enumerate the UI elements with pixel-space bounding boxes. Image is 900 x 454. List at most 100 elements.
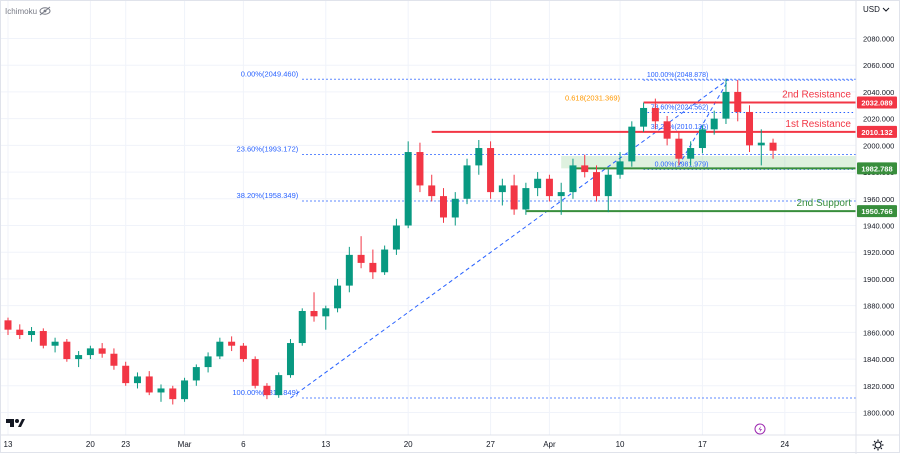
candle[interactable] [228,336,236,352]
settings-gear-icon[interactable] [872,439,884,451]
candle[interactable] [710,110,718,135]
candle-body [4,320,12,330]
candle[interactable] [98,343,106,358]
candle-body [216,341,224,357]
currency-label[interactable]: USD [863,5,880,14]
candle[interactable] [169,385,177,405]
candle[interactable] [545,174,553,202]
candle[interactable] [133,372,141,389]
candle-body [557,192,565,197]
candle[interactable] [75,351,83,368]
chevron-down-icon[interactable] [882,7,890,12]
candle[interactable] [192,364,200,386]
candle-body [569,165,577,193]
time-axis[interactable]: 13 20 23 Mar 6 13 20 27 Apr 10 17 24 [1,434,900,449]
candle[interactable] [534,172,542,197]
candle[interactable] [4,317,12,336]
candle[interactable] [451,192,459,226]
candle[interactable] [145,371,153,396]
candle[interactable] [275,372,283,398]
candle[interactable] [428,174,436,202]
event-icon[interactable] [754,423,766,435]
candle[interactable] [369,249,377,279]
candle-body [463,165,471,199]
candle[interactable] [416,142,424,193]
candle[interactable] [39,328,47,349]
candle[interactable] [28,327,36,342]
eye-icon[interactable] [39,6,51,16]
candle[interactable] [16,324,24,340]
candle[interactable] [63,339,71,362]
price-axis[interactable]: USD 1800.000 1820.000 1840.000 1860.000 1880… [855,1,894,454]
candle-body [381,249,389,273]
candle[interactable] [463,158,471,205]
candle-body [487,148,495,193]
candle[interactable] [640,102,648,132]
candle[interactable] [357,236,365,269]
candle[interactable] [569,158,577,199]
price-tag-label: 2010.132 [861,128,892,137]
y-tick-label: 2000.000 [863,141,894,150]
candle[interactable] [616,152,624,179]
candle-body [651,107,659,122]
x-tick-label: 27 [486,440,495,449]
candle[interactable] [687,141,695,166]
candle[interactable] [286,339,294,378]
candle-body [228,341,236,346]
candle-body [439,196,447,218]
candle[interactable] [675,132,683,166]
level-name: 2nd Resistance [782,89,851,100]
candle[interactable] [475,140,483,175]
y-tick-label: 2040.000 [863,88,894,97]
candle-body [169,388,177,400]
price-tag-label: 1950.766 [861,207,892,216]
candle[interactable] [110,348,118,370]
candle[interactable] [345,246,353,293]
candle[interactable] [557,182,565,215]
candle[interactable] [757,129,765,166]
candle[interactable] [204,352,212,373]
candle[interactable] [698,125,706,154]
candle[interactable] [593,165,600,202]
candle[interactable] [522,182,530,215]
candle[interactable] [439,188,447,223]
candle[interactable] [604,169,612,213]
candle-body [416,152,424,186]
candle[interactable] [381,245,389,275]
candle[interactable] [334,278,342,313]
candle-body [181,380,189,400]
candle[interactable] [251,356,259,389]
candle[interactable] [86,345,94,360]
candles[interactable] [4,78,777,405]
candle-body [392,225,400,250]
candle[interactable] [510,174,518,215]
candle[interactable] [581,154,589,178]
candle[interactable] [122,361,130,386]
candle[interactable] [663,115,671,146]
candle[interactable] [651,98,659,130]
candle[interactable] [310,292,318,322]
candle[interactable] [769,138,777,159]
candle[interactable] [392,218,400,255]
y-tick-label: 2080.000 [863,35,894,44]
candle[interactable] [298,308,306,346]
candle[interactable] [322,305,330,330]
candle[interactable] [263,383,271,400]
candle-body [616,161,624,175]
candle[interactable] [51,337,59,353]
candle[interactable] [181,377,189,402]
candle[interactable] [628,121,636,167]
y-tick-label: 1820.000 [863,382,894,391]
candle[interactable] [498,178,506,206]
candle-body [192,367,200,381]
price-tag-label: 2032.089 [861,98,892,107]
candle[interactable] [157,384,165,402]
candle[interactable] [404,141,412,229]
candle[interactable] [216,337,224,360]
candle[interactable] [722,78,730,124]
candle[interactable] [487,141,495,199]
candle[interactable] [746,105,754,153]
candle[interactable] [239,343,247,362]
candle[interactable] [734,79,742,122]
